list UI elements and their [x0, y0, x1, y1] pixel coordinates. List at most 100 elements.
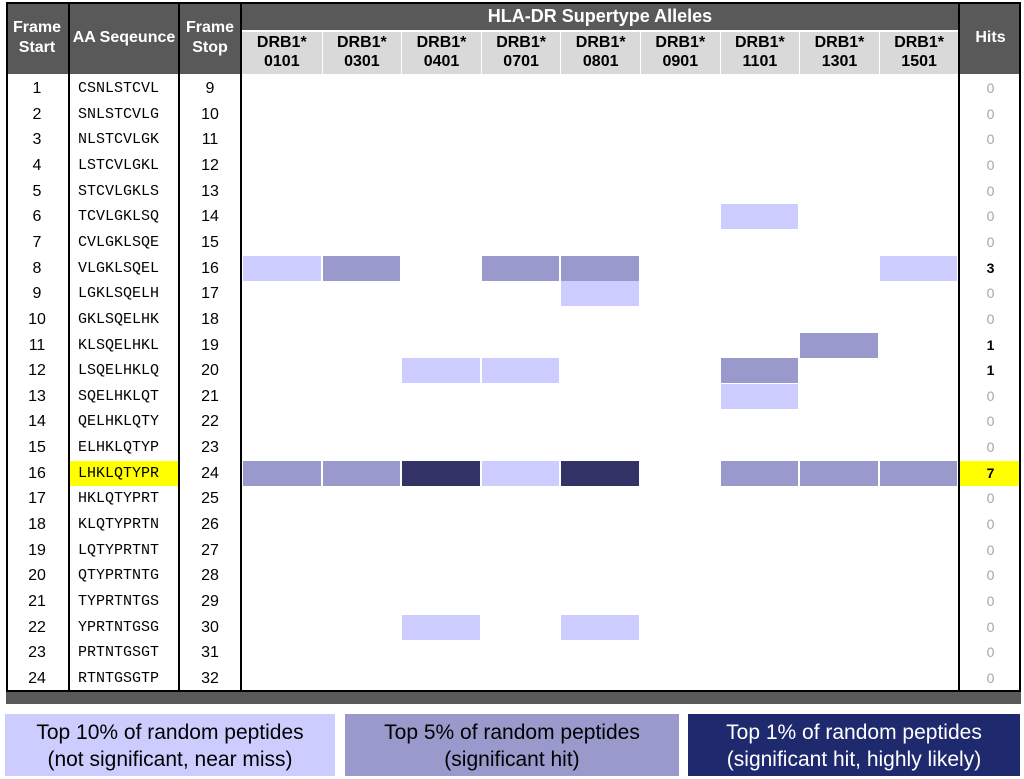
aa-sequence-cell: LGKLSQELH: [78, 285, 160, 303]
epitope-table: Frame Start AA Seqeunce Frame Stop HLA-D…: [6, 2, 1021, 704]
frame-stop-cell: 24: [201, 464, 219, 482]
score-mark-top-10: [720, 383, 799, 409]
frame-start-cell: 1: [32, 80, 42, 97]
score-mark-top-5: [800, 460, 878, 486]
frame-stop-cell: 10: [201, 105, 219, 123]
hits-cell: 0: [986, 541, 995, 558]
frame-stop-cell: 15: [201, 233, 219, 251]
aa-sequence-cell: LSTCVLGKL: [78, 156, 160, 174]
frame-start-cell: 24: [28, 669, 46, 687]
frame-start-cell: 3: [32, 131, 42, 149]
aa-sequence-cell: TCVLGKLSQ: [78, 208, 160, 226]
hits-cell: 0: [986, 233, 995, 250]
legend-top5: Top 5% of random peptides (significant h…: [345, 714, 679, 776]
allele-header-number: 0401: [423, 53, 460, 70]
aa-sequence-cell: QELHKLQTY: [78, 413, 160, 431]
hits-cell: 0: [986, 413, 995, 430]
frame-start-cell: 23: [28, 644, 46, 662]
column-divider: [178, 2, 180, 692]
column-divider: [240, 2, 242, 692]
hits-cell: 0: [986, 387, 995, 404]
allele-header-prefix: DRB1*: [814, 34, 865, 51]
frame-stop-cell: 31: [201, 644, 219, 662]
allele-header-prefix: DRB1*: [894, 34, 944, 51]
frame-start-cell: 19: [28, 541, 46, 559]
aa-sequence-cell: CVLGKLSQE: [78, 233, 160, 251]
aa-sequence-cell: KLSQELHKL: [78, 336, 160, 354]
aa-sequence-cell: KLQTYPRTN: [78, 516, 160, 534]
hits-cell: 0: [986, 80, 995, 96]
score-mark-top-5: [481, 255, 560, 281]
column-divider: [68, 2, 70, 692]
header-hits-label: Hits: [975, 29, 1006, 46]
header-supertype: HLA-DR Supertype Alleles: [242, 2, 958, 30]
score-mark-top-10: [561, 281, 639, 307]
allele-header-1501: DRB1* 1501: [879, 32, 959, 74]
aa-sequence-cell: RTNTGSGTP: [78, 669, 160, 687]
score-mark-top-5: [800, 332, 878, 358]
score-mark-top-5: [879, 460, 958, 486]
frame-start-cell: 20: [28, 567, 46, 585]
hits-cell: 0: [986, 490, 995, 507]
allele-header-prefix: DRB1*: [256, 34, 307, 51]
legend-top10-line2: (not significant, near miss): [47, 748, 293, 771]
score-mark-top-10: [402, 614, 480, 640]
frame-start-cell: 12: [28, 362, 46, 380]
frame-start-cell: 10: [28, 310, 46, 328]
score-mark-top-5: [243, 460, 321, 486]
header-frame-stop-label: Frame Stop: [185, 19, 235, 56]
frame-stop-cell: 22: [201, 413, 219, 431]
frame-stop-cell: 18: [201, 310, 219, 328]
allele-header-prefix: DRB1*: [336, 34, 387, 51]
aa-sequence-cell: SQELHKLQT: [78, 387, 160, 405]
hits-cell: 0: [986, 669, 995, 686]
frame-stop-cell: 13: [201, 182, 219, 200]
frame-start-cell: 11: [28, 336, 46, 354]
frame-stop-cell: 21: [201, 387, 219, 405]
aa-sequence-cell: NLSTCVLGK: [78, 131, 160, 149]
allele-header-number: 1101: [742, 53, 778, 70]
allele-header-number: 0801: [582, 53, 619, 70]
frame-start-cell: 6: [32, 208, 42, 226]
frame-stop-cell: 16: [201, 259, 219, 277]
aa-sequence-cell: YPRTNTGSG: [78, 618, 160, 636]
score-mark-top-10: [243, 255, 321, 281]
frame-start-cell: 15: [28, 439, 46, 457]
hits-cell: 0: [986, 208, 995, 225]
legend-top10-line1: Top 10% of random peptides: [36, 721, 304, 744]
hits-cell: 0: [986, 285, 995, 302]
frame-stop-cell: 20: [201, 362, 219, 380]
hits-cell: 0: [986, 105, 995, 122]
hits-cell: 3: [986, 259, 995, 276]
frame-start-cell: 2: [32, 105, 42, 123]
frame-start-cell: 13: [28, 387, 46, 405]
frame-start-cell: 17: [28, 490, 46, 508]
hits-cell: 0: [986, 618, 995, 635]
score-mark-top-1: [402, 460, 480, 486]
frame-stop-cell: 27: [201, 541, 219, 559]
frame-stop-cell: 29: [201, 593, 219, 610]
score-mark-top-10: [561, 614, 639, 640]
legend-top1: Top 1% of random peptides (significant h…: [688, 714, 1020, 776]
allele-header-0301: DRB1* 0301: [322, 32, 402, 74]
allele-header-prefix: DRB1*: [734, 34, 785, 51]
score-mark-top-10: [402, 358, 480, 384]
frame-stop-cell: 30: [201, 618, 219, 636]
legend-top10: Top 10% of random peptides (not signific…: [5, 714, 335, 776]
allele-header-prefix: DRB1*: [575, 34, 626, 51]
allele-header-prefix: DRB1*: [655, 34, 706, 51]
frame-start-cell: 9: [32, 285, 42, 303]
score-mark-top-10: [720, 204, 799, 230]
hits-cell: 7: [960, 460, 1021, 486]
frame-stop-cell: 12: [201, 156, 219, 174]
allele-header-number: 1301: [821, 53, 858, 70]
aa-sequence-cell: CSNLSTCVL: [78, 80, 160, 97]
allele-header-number: 0701: [503, 53, 539, 70]
allele-header-1301: DRB1* 1301: [800, 32, 879, 74]
header-frame-stop: Frame Stop: [180, 2, 240, 74]
score-mark-top-1: [561, 460, 639, 486]
frame-start-cell: 21: [28, 593, 46, 610]
score-mark-top-10: [879, 255, 958, 281]
legend-top5-line2: (significant hit): [444, 748, 580, 771]
frame-start-cell: 8: [32, 259, 42, 277]
